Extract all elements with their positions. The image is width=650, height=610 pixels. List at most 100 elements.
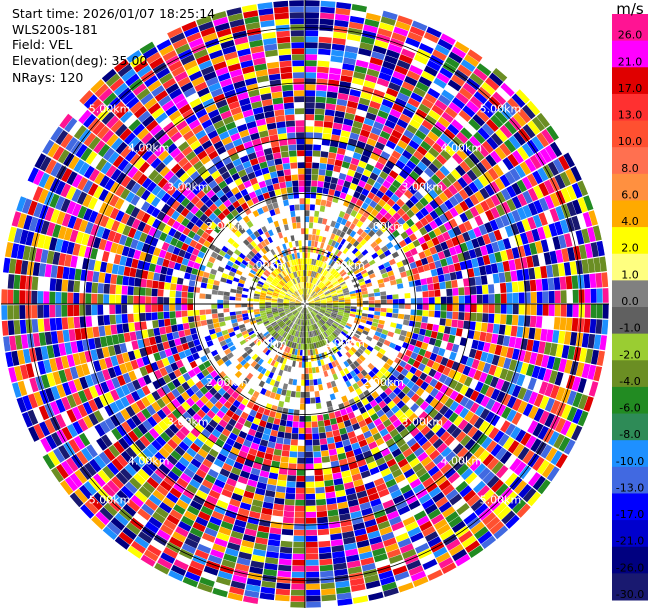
velocity-gate — [369, 100, 381, 110]
velocity-gate — [455, 480, 469, 493]
velocity-gate — [309, 312, 313, 319]
velocity-gate — [392, 299, 399, 304]
velocity-gate — [306, 294, 309, 301]
velocity-gate — [351, 247, 359, 255]
velocity-gate — [307, 252, 311, 259]
velocity-gate — [329, 326, 335, 332]
velocity-gate — [31, 305, 38, 319]
velocity-gate — [449, 379, 458, 390]
velocity-gate — [278, 425, 286, 433]
velocity-gate — [275, 491, 286, 499]
velocity-gate — [440, 241, 449, 251]
velocity-gate — [346, 228, 353, 236]
velocity-gate — [380, 311, 387, 317]
velocity-gate — [317, 66, 329, 74]
velocity-gate — [491, 333, 499, 344]
velocity-gate — [469, 378, 479, 390]
velocity-gate — [349, 377, 356, 385]
velocity-gate — [311, 292, 317, 297]
velocity-gate — [331, 293, 338, 297]
velocity-gate — [349, 132, 360, 141]
velocity-gate — [309, 379, 314, 386]
velocity-gate — [588, 210, 598, 226]
velocity-gate — [587, 364, 597, 380]
velocity-gate — [312, 265, 316, 272]
velocity-gate — [446, 311, 453, 319]
velocity-gate — [427, 87, 441, 99]
velocity-gate — [316, 504, 327, 512]
velocity-gate — [305, 511, 317, 518]
velocity-gate — [485, 77, 500, 91]
velocity-gate — [531, 116, 546, 132]
velocity-gate — [287, 475, 296, 482]
velocity-gate — [384, 281, 391, 287]
velocity-gate — [531, 170, 543, 185]
velocity-gate — [390, 322, 397, 328]
velocity-gate — [328, 318, 335, 323]
velocity-gate — [364, 226, 372, 234]
velocity-gate — [383, 473, 394, 483]
velocity-gate — [381, 329, 389, 336]
velocity-gate — [306, 571, 320, 578]
velocity-gate — [360, 174, 369, 183]
velocity-gate — [13, 320, 21, 335]
velocity-gate — [527, 216, 537, 230]
velocity-gate — [325, 292, 331, 296]
velocity-gate — [329, 316, 335, 321]
velocity-gate — [445, 342, 454, 351]
velocity-gate — [388, 414, 398, 424]
velocity-gate — [514, 258, 522, 270]
velocity-gate — [353, 409, 362, 417]
velocity-gate — [328, 252, 334, 259]
velocity-gate — [474, 203, 485, 215]
velocity-gate — [474, 247, 483, 258]
velocity-gate — [403, 42, 418, 54]
velocity-gate — [67, 280, 75, 292]
velocity-gate — [449, 390, 459, 401]
velocity-gate — [543, 368, 552, 382]
velocity-gate — [297, 445, 305, 452]
velocity-gate — [464, 122, 477, 135]
velocity-gate — [454, 203, 464, 215]
velocity-gate — [314, 301, 321, 303]
velocity-gate — [188, 280, 196, 287]
velocity-gate — [336, 371, 343, 379]
velocity-gate — [356, 301, 363, 304]
velocity-gate — [451, 119, 464, 131]
velocity-gate — [305, 246, 308, 253]
velocity-gate — [295, 391, 301, 398]
velocity-gate — [320, 275, 325, 282]
velocity-gate — [433, 227, 442, 237]
velocity-gate — [305, 36, 318, 43]
velocity-gate — [402, 319, 410, 326]
velocity-gate — [468, 118, 481, 131]
velocity-gate — [583, 318, 591, 333]
velocity-gate — [311, 367, 316, 374]
velocity-gate — [445, 489, 459, 501]
velocity-gate — [467, 268, 475, 278]
velocity-gate — [441, 89, 455, 102]
velocity-gate — [455, 553, 471, 567]
velocity-gate — [428, 304, 435, 311]
velocity-gate — [439, 318, 446, 326]
velocity-gate — [522, 487, 537, 503]
velocity-gate — [406, 422, 416, 433]
velocity-gate — [312, 373, 317, 380]
velocity-gate — [552, 158, 565, 174]
velocity-gate — [278, 564, 292, 572]
velocity-gate — [427, 419, 438, 430]
velocity-gate — [331, 354, 337, 361]
velocity-gate — [345, 351, 352, 358]
velocity-gate — [394, 473, 406, 484]
velocity-gate — [529, 279, 537, 292]
velocity-gate — [544, 383, 554, 397]
velocity-gate — [469, 96, 484, 109]
velocity-gate — [175, 291, 182, 298]
velocity-gate — [275, 588, 290, 596]
velocity-gate — [440, 357, 449, 366]
velocity-gate — [271, 515, 283, 523]
velocity-gate — [343, 275, 350, 281]
velocity-gate — [305, 228, 309, 235]
velocity-gate — [584, 243, 593, 259]
